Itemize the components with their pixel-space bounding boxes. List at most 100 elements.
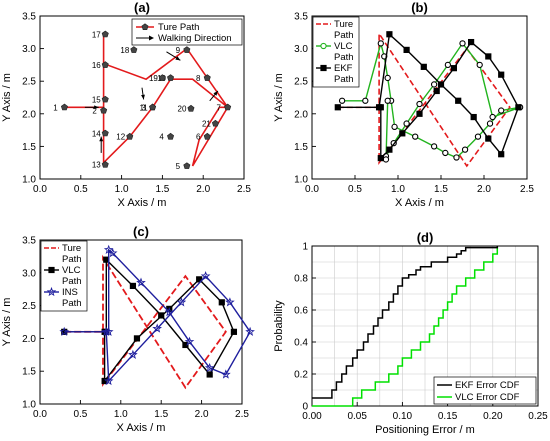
x-tick-label: 0.0 (305, 184, 319, 195)
legend-label: EKF (334, 63, 353, 74)
vlc-point (377, 40, 384, 47)
y-tick-label: 1.5 (22, 142, 36, 153)
ins-point (59, 326, 70, 336)
y-tick-label: 3.5 (294, 12, 308, 23)
plot-frame (39, 15, 245, 180)
ekf-point (386, 146, 393, 153)
ekf-point (515, 104, 522, 111)
ins-point (103, 326, 114, 336)
chart-a: 0.0 0.5 1.0 1.5 2.0 2.5 1.0 1.5 2.0 2.5 3.0 3.5 X Ax… (1, 0, 251, 209)
waypoint-label: 20 (178, 105, 187, 114)
y-tick-label: 1 (302, 242, 308, 253)
x-tick-label: 2.0 (196, 184, 210, 195)
ekf-point (433, 87, 440, 95)
y-tick-label: 3.0 (22, 44, 36, 55)
legend-box (433, 376, 537, 405)
ekf-point (399, 130, 406, 137)
y-tick-label: 0.2 (294, 370, 308, 381)
vlc-point (486, 120, 494, 127)
y-tick-label: 2.5 (22, 301, 36, 312)
y-axis-label: Y Axis / m (273, 73, 285, 122)
vlc-point (230, 328, 238, 335)
waypoint-marker (100, 106, 108, 114)
waypoint-marker (187, 104, 195, 112)
waypoint-marker (101, 61, 109, 68)
legend-label: Ture (62, 243, 81, 254)
vlc-point (391, 123, 398, 130)
vlc-point (461, 146, 469, 153)
series-line-ekf-cdf (312, 246, 499, 399)
y-tick-label: 3.5 (22, 236, 36, 247)
y-tick-label: 2.5 (22, 77, 36, 88)
waypoint-label: 9 (176, 46, 181, 55)
x-tick-label: 0.0 (33, 409, 47, 420)
x-tick-label: 0.5 (348, 184, 362, 195)
waypoint-marker (203, 132, 211, 140)
x-tick-label: 1.5 (434, 184, 448, 195)
legend-label: VLC (62, 265, 81, 276)
ins-point (176, 297, 187, 307)
x-tick-label: 2.5 (237, 184, 251, 195)
ekf-point (386, 31, 393, 38)
waypoint-label: 14 (92, 129, 101, 138)
vlc-point (182, 341, 189, 349)
ins-point (200, 271, 211, 281)
waypoint-label: 5 (176, 162, 181, 171)
vlc-point (474, 133, 482, 140)
x-tick-label: 0.05 (347, 411, 367, 422)
waypoint-marker (167, 74, 175, 81)
vlc-point (489, 113, 496, 121)
direction-arrow-head (141, 94, 145, 100)
vlc-point (382, 156, 390, 163)
x-tick-label: 2.0 (195, 409, 209, 420)
legend-arrow-head (149, 35, 154, 41)
x-tick-label: 1.5 (154, 409, 168, 420)
vlc-point (498, 107, 505, 114)
ins-point (128, 349, 138, 359)
ins-point (164, 307, 175, 317)
y-tick-label: 3.0 (22, 268, 36, 279)
y-tick-label: 2.0 (22, 109, 36, 120)
waypoint-label: 12 (116, 133, 125, 142)
waypoint-label: 4 (159, 133, 164, 142)
ekf-point (416, 110, 423, 117)
vlc-point (384, 97, 391, 104)
waypoint-marker (101, 95, 109, 103)
waypoint-marker (149, 103, 157, 111)
plot-frame (39, 239, 243, 405)
vlc-point (476, 61, 483, 69)
ins-point (245, 326, 255, 336)
legend-label: Path (334, 30, 354, 41)
direction-arrow-head (94, 105, 99, 110)
x-axis-label: X Axis / m (118, 197, 167, 209)
waypoint-marker (183, 162, 191, 169)
y-tick-label: 2.0 (294, 109, 308, 120)
vlc-point (459, 40, 466, 47)
waypoint-marker (101, 161, 109, 168)
ekf-point (377, 155, 384, 162)
waypoint-marker (224, 103, 232, 111)
y-axis-label: Probability (273, 300, 285, 352)
y-tick-label: 2.0 (22, 334, 36, 345)
ins-point (103, 375, 114, 386)
ins-point (220, 369, 231, 379)
waypoint-marker (183, 46, 191, 53)
series-line-vlc-cdf (312, 246, 499, 407)
waypoint-label: 21 (202, 120, 211, 129)
waypoint-label: 16 (92, 61, 101, 70)
y-tick-label: 1.5 (22, 367, 36, 378)
ins-point (107, 248, 118, 258)
waypoint-label: 8 (196, 74, 201, 83)
waypoint-label: 15 (92, 95, 101, 104)
ins-point (101, 326, 112, 336)
ins-point (103, 244, 114, 254)
chart-title: (b) (411, 0, 428, 15)
waypoint-label: 13 (92, 161, 101, 170)
waypoint-label: 7 (216, 103, 221, 112)
legend-label: Path (62, 298, 82, 309)
waypoint-marker (211, 119, 219, 127)
y-tick-label: 1.0 (294, 175, 308, 186)
x-tick-label: 1.0 (391, 184, 405, 195)
waypoint-marker (60, 103, 68, 111)
chart-c: 0.0 0.5 1.0 1.5 2.0 2.5 1.0 1.5 2.0 2.5 3.0 3.5 X Ax… (1, 224, 255, 434)
